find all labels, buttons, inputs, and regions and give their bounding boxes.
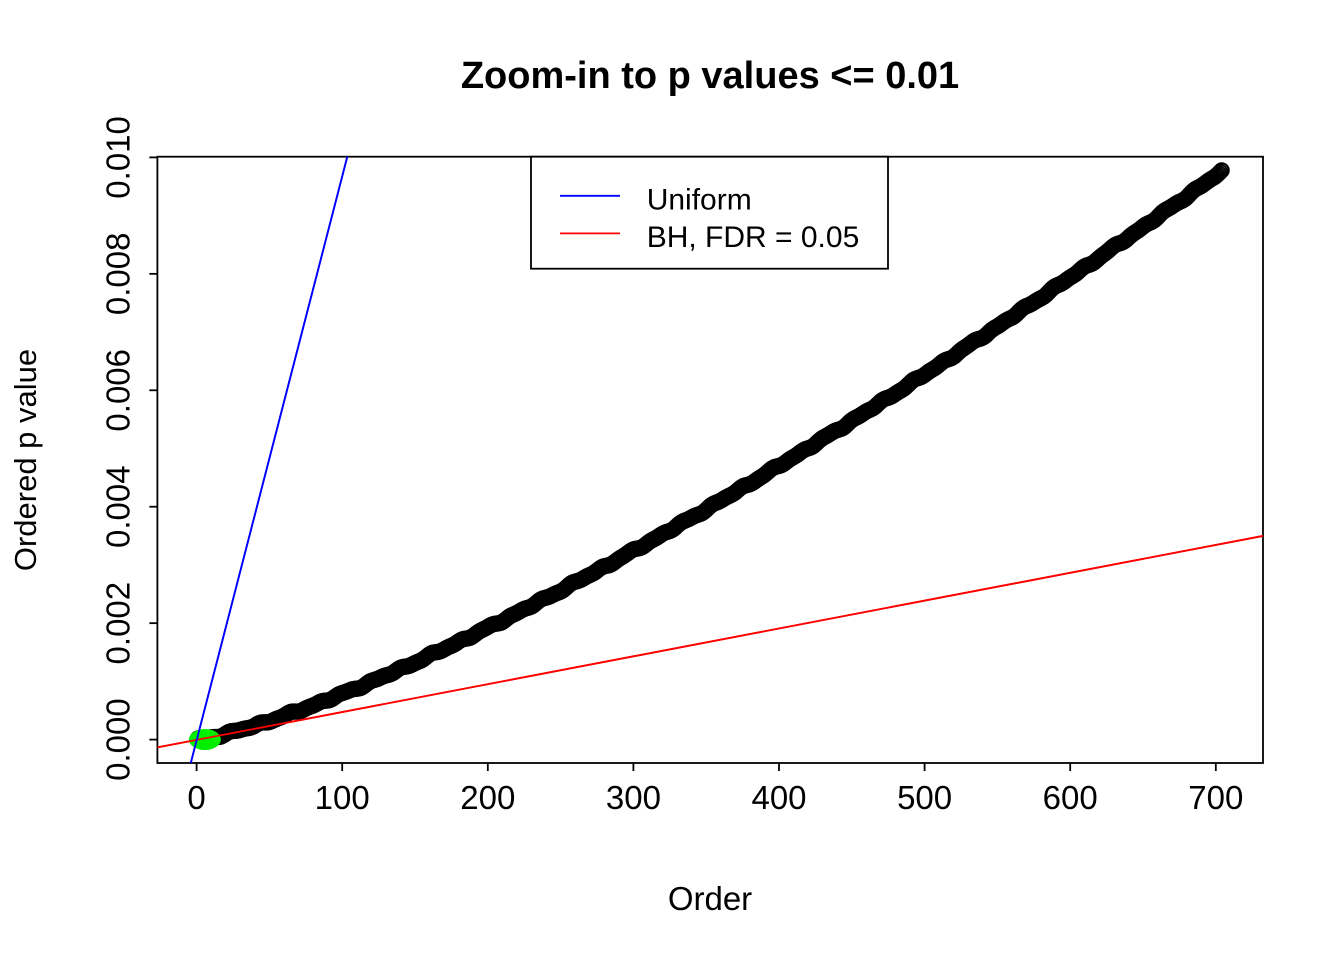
svg-text:0.006: 0.006 [99,349,136,432]
svg-text:0.004: 0.004 [99,465,136,548]
svg-text:0.002: 0.002 [99,582,136,665]
svg-text:0.008: 0.008 [99,233,136,316]
svg-text:0.010: 0.010 [99,116,136,199]
svg-text:700: 700 [1188,779,1243,816]
svg-text:500: 500 [897,779,952,816]
svg-text:400: 400 [751,779,806,816]
svg-text:300: 300 [606,779,661,816]
svg-text:BH, FDR = 0.05: BH, FDR = 0.05 [647,221,860,254]
svg-text:Uniform: Uniform [647,183,752,216]
svg-text:600: 600 [1043,779,1098,816]
svg-text:100: 100 [315,779,370,816]
svg-text:200: 200 [460,779,515,816]
svg-text:0.000: 0.000 [99,698,136,781]
svg-text:0: 0 [187,779,205,816]
